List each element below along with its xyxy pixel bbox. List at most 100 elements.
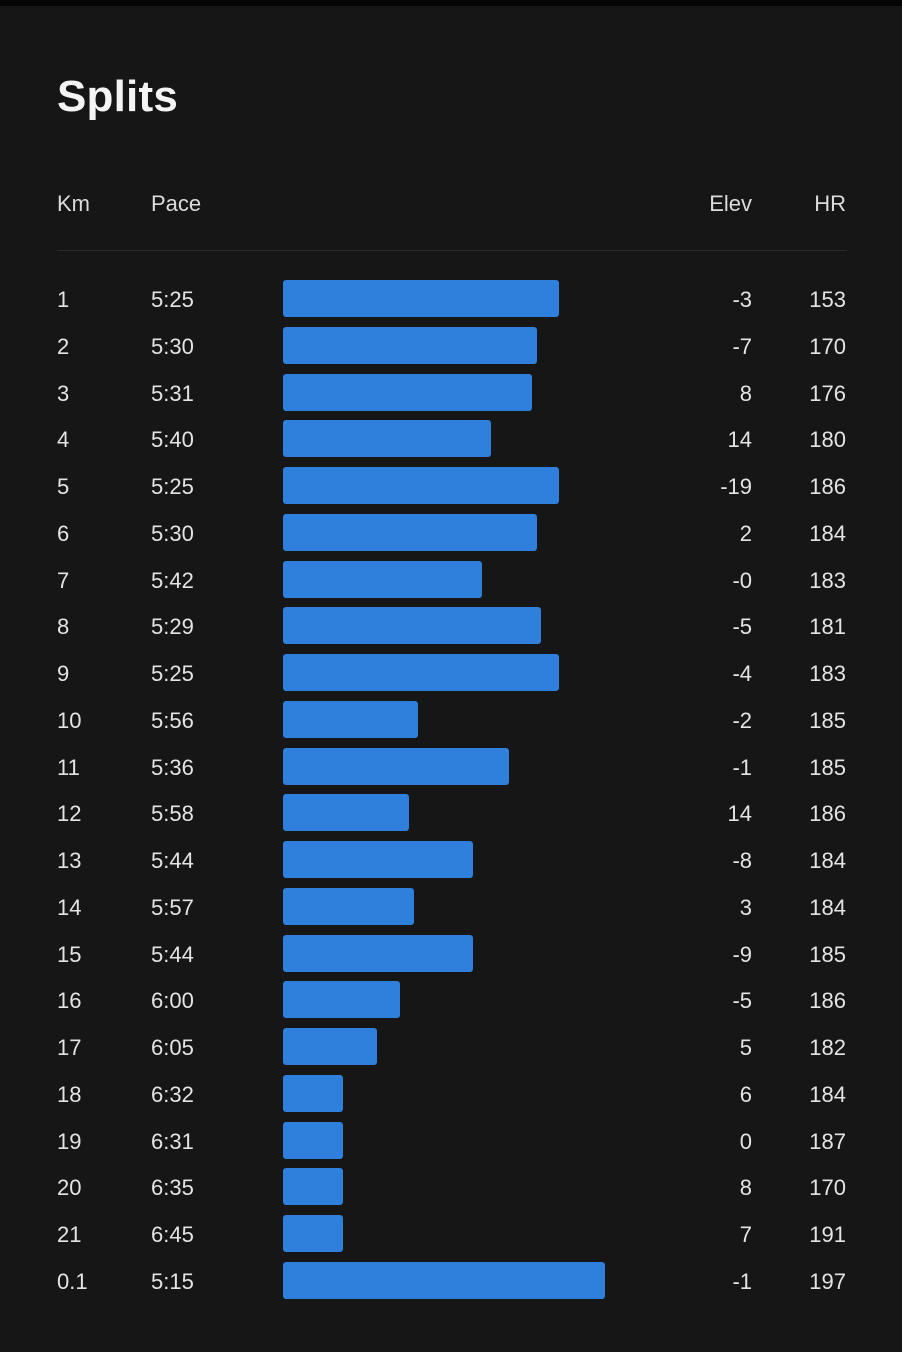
pace-bar-track bbox=[283, 1074, 643, 1112]
split-row: 10 5:56 -2 185 bbox=[0, 697, 902, 744]
split-hr: 186 bbox=[809, 988, 846, 1014]
split-elev: -19 bbox=[720, 474, 752, 499]
split-km: 19 bbox=[57, 1128, 82, 1154]
split-pace: 5:44 bbox=[151, 848, 194, 873]
pace-bar bbox=[283, 607, 542, 645]
pace-bar-track bbox=[283, 794, 643, 832]
splits-table: 1 5:25 -3 153 2 5:30 -7 170 3 5:31 8 176 4 5:40 14 180 5… bbox=[0, 276, 902, 1305]
pace-bar bbox=[283, 1028, 377, 1065]
top-strip bbox=[0, 0, 902, 6]
pace-bar-track bbox=[283, 700, 643, 738]
pace-bar bbox=[283, 420, 491, 458]
split-km: 1 bbox=[57, 287, 70, 312]
split-hr: 187 bbox=[809, 1128, 846, 1154]
split-km: 14 bbox=[57, 894, 82, 920]
pace-bar bbox=[283, 373, 532, 411]
split-km: 10 bbox=[57, 707, 82, 733]
pace-bar bbox=[283, 654, 560, 691]
split-km: 6 bbox=[57, 520, 70, 546]
pace-bar bbox=[283, 700, 418, 738]
pace-bar bbox=[283, 1121, 343, 1159]
split-elev: 3 bbox=[739, 894, 752, 920]
pace-bar bbox=[283, 1074, 343, 1112]
split-row: 2 5:30 -7 170 bbox=[0, 323, 902, 370]
pace-bar-track bbox=[283, 1121, 643, 1159]
pace-bar bbox=[283, 747, 510, 785]
split-hr: 184 bbox=[809, 1081, 846, 1107]
split-pace: 5:58 bbox=[151, 801, 194, 827]
pace-bar-track bbox=[283, 747, 643, 785]
split-km: 2 bbox=[57, 333, 70, 359]
split-elev: -3 bbox=[732, 287, 752, 312]
split-km: 3 bbox=[57, 380, 70, 406]
page-title: Splits bbox=[57, 72, 178, 121]
split-row: 16 6:00 -5 186 bbox=[0, 977, 902, 1024]
split-row: 5 5:25 -19 186 bbox=[0, 463, 902, 510]
split-pace: 6:31 bbox=[151, 1128, 194, 1154]
split-hr: 170 bbox=[809, 333, 846, 359]
pace-bar-track bbox=[283, 467, 643, 504]
split-hr: 185 bbox=[809, 754, 846, 780]
split-row: 0.1 5:15 -1 197 bbox=[0, 1258, 902, 1305]
split-row: 3 5:31 8 176 bbox=[0, 370, 902, 417]
split-elev: -1 bbox=[732, 1268, 752, 1294]
pace-bar-track bbox=[283, 841, 643, 878]
split-km: 11 bbox=[57, 754, 80, 780]
split-row: 21 6:45 7 191 bbox=[0, 1211, 902, 1258]
split-pace: 5:30 bbox=[151, 520, 194, 546]
pace-bar-track bbox=[283, 934, 643, 972]
split-row: 20 6:35 8 170 bbox=[0, 1164, 902, 1211]
splits-table-header: Km Pace Elev HR bbox=[0, 191, 902, 221]
split-km: 15 bbox=[57, 941, 82, 967]
split-row: 8 5:29 -5 181 bbox=[0, 603, 902, 650]
split-elev: 6 bbox=[739, 1081, 752, 1107]
split-pace: 5:25 bbox=[151, 474, 194, 499]
split-elev: -2 bbox=[732, 707, 752, 733]
split-km: 13 bbox=[57, 848, 82, 873]
split-elev: -5 bbox=[732, 988, 752, 1014]
split-elev: 14 bbox=[727, 427, 752, 453]
split-hr: 185 bbox=[809, 707, 846, 733]
split-row: 7 5:42 -0 183 bbox=[0, 557, 902, 604]
pace-bar bbox=[283, 1261, 605, 1299]
split-row: 18 6:32 6 184 bbox=[0, 1071, 902, 1118]
split-elev: 0 bbox=[739, 1128, 752, 1154]
split-hr: 183 bbox=[809, 661, 846, 686]
split-elev: -9 bbox=[732, 941, 752, 967]
split-pace: 5:56 bbox=[151, 707, 194, 733]
pace-bar bbox=[283, 467, 560, 504]
pace-bar-track bbox=[283, 654, 643, 691]
split-pace: 5:57 bbox=[151, 894, 194, 920]
split-km: 21 bbox=[57, 1222, 82, 1247]
pace-bar-track bbox=[283, 373, 643, 411]
split-pace: 6:32 bbox=[151, 1081, 194, 1107]
split-row: 17 6:05 5 182 bbox=[0, 1024, 902, 1071]
column-header-hr: HR bbox=[814, 191, 846, 216]
split-elev: -8 bbox=[732, 848, 752, 873]
split-row: 9 5:25 -4 183 bbox=[0, 650, 902, 697]
column-header-km: Km bbox=[57, 191, 90, 216]
pace-bar-track bbox=[283, 513, 643, 551]
split-hr: 183 bbox=[809, 567, 846, 593]
split-elev: -1 bbox=[732, 754, 752, 780]
pace-bar-track bbox=[283, 280, 643, 317]
split-hr: 181 bbox=[809, 614, 846, 640]
split-elev: -5 bbox=[732, 614, 752, 640]
header-divider bbox=[57, 250, 847, 251]
split-hr: 184 bbox=[809, 520, 846, 546]
split-pace: 6:00 bbox=[151, 988, 194, 1014]
split-pace: 5:40 bbox=[151, 427, 194, 453]
split-pace: 5:25 bbox=[151, 287, 194, 312]
split-hr: 197 bbox=[809, 1268, 846, 1294]
split-row: 15 5:44 -9 185 bbox=[0, 931, 902, 978]
split-pace: 6:05 bbox=[151, 1035, 194, 1060]
split-pace: 5:15 bbox=[151, 1268, 194, 1294]
split-hr: 182 bbox=[809, 1035, 846, 1060]
pace-bar-track bbox=[283, 887, 643, 925]
column-header-elev: Elev bbox=[709, 191, 752, 216]
split-elev: 7 bbox=[739, 1222, 752, 1247]
pace-bar-track bbox=[283, 607, 643, 645]
split-row: 11 5:36 -1 185 bbox=[0, 744, 902, 791]
split-row: 6 5:30 2 184 bbox=[0, 510, 902, 557]
split-hr: 153 bbox=[809, 287, 846, 312]
